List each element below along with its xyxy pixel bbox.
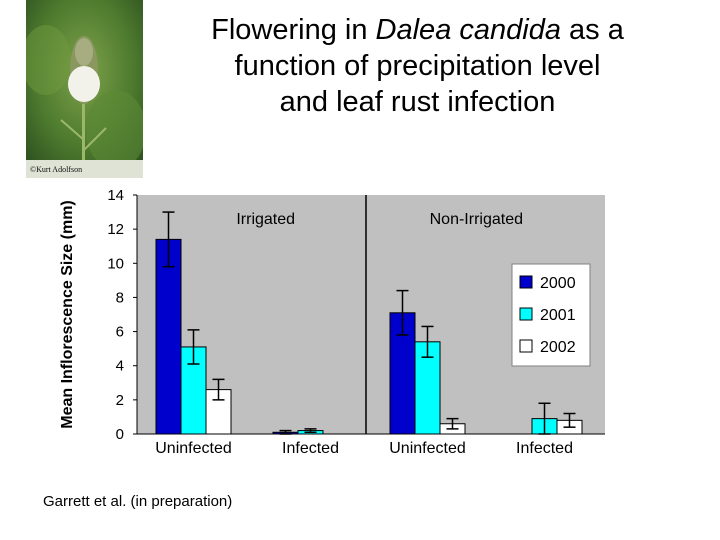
y-tick-label: 2 [116,392,124,409]
panel-label: Irrigated [236,211,295,228]
x-tick-label: Infected [516,440,573,457]
panel-label: Non-Irrigated [430,211,523,228]
y-tick-label: 8 [116,289,124,306]
flower-photo-image [26,0,143,178]
y-tick-label: 12 [107,221,124,238]
chart-plot: 0 2 4 6 8 10 12 14 Mean Inflorescence Size (mm) I… [59,187,605,457]
slide-title: Flowering in Dalea candida as a function… [180,12,655,120]
x-tick-label: Uninfected [155,440,232,457]
y-axis-label: Mean Inflorescence Size (mm) [59,200,76,429]
x-tick-label: Infected [282,440,339,457]
legend-label: 2000 [540,275,576,292]
legend-swatch [519,307,533,321]
title-line-1-pre: Flowering in [211,14,376,46]
legend-label: 2001 [540,307,576,324]
legend-label: 2002 [540,339,576,356]
legend-swatch [519,275,533,289]
legend-swatch [519,339,533,353]
photo-credit: ©Kurt Adolfson [30,165,83,174]
bar-2000 [155,238,182,435]
title-line-3: and leaf rust infection [279,86,556,118]
flower-photo [26,0,143,178]
y-tick-label: 6 [116,324,124,341]
y-tick-label: 10 [107,255,124,272]
y-tick-label: 14 [107,187,124,204]
x-tick-label: Uninfected [389,440,466,457]
y-tick-label: 4 [116,358,124,375]
title-line-2: function of precipitation level [234,50,601,82]
inflorescence-chart: 0 2 4 6 8 10 12 14 Mean Inflorescence Size (mm) I… [59,187,605,457]
title-line-1-post: as a [560,14,624,46]
citation: Garrett et al. (in preparation) [43,493,233,510]
title-line-1: Flowering in Dalea candida as a [180,12,655,48]
species-name: Dalea candida [375,14,561,46]
y-tick-label: 0 [116,426,124,443]
